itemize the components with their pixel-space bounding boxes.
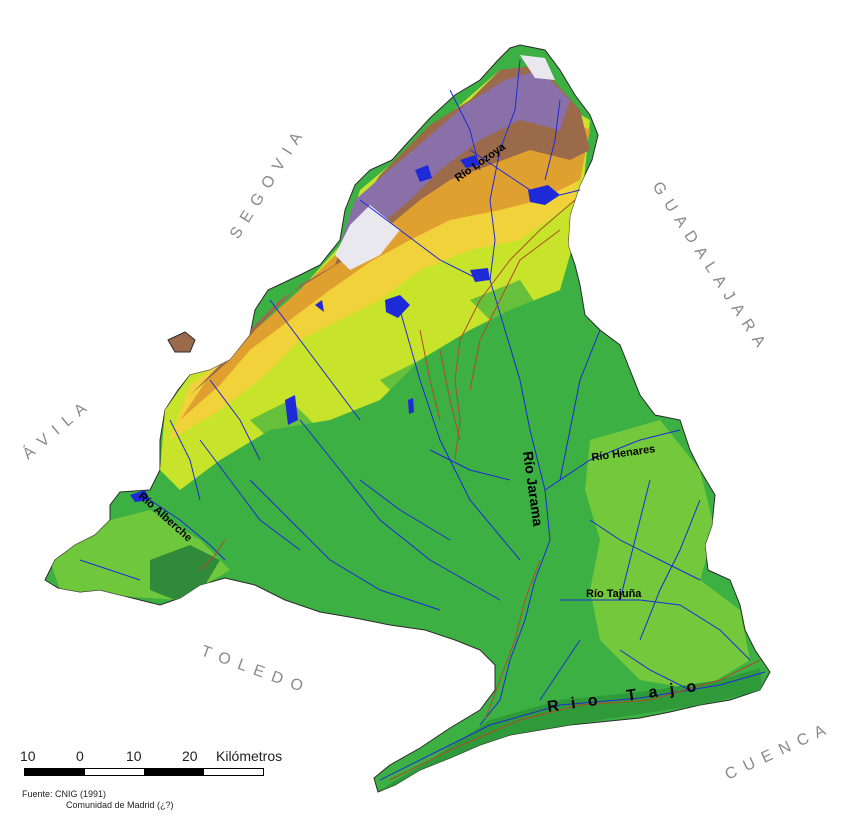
region-label-segovia: S E G O V I A [227, 128, 307, 242]
source-note: Fuente: CNIG (1991) Comunidad de Madrid … [22, 789, 174, 811]
river-label-tajuna: Río Tajuña [586, 588, 642, 600]
region-label-guadalajara: G U A D A L A J A R A [649, 179, 770, 352]
reservoirs [130, 155, 560, 502]
green-spots [250, 280, 540, 450]
source-line-1: Fuente: CNIG (1991) [22, 789, 107, 799]
summit-band [340, 70, 570, 245]
elevation-layers [44, 44, 771, 793]
region-label-cuenca: C U E N C A [723, 721, 831, 783]
region-label-avila: Á V I L A [18, 397, 91, 463]
scale-label-2: 10 [126, 748, 142, 764]
scale-label-1: 0 [76, 748, 84, 764]
high-mountain-band [190, 65, 590, 395]
outlier-island [167, 331, 196, 353]
scale-label-0: 10 [20, 748, 36, 764]
road-network [199, 199, 761, 781]
tajo-valley [380, 668, 762, 790]
scale-bar-legend: 10 0 10 20 Kilómetros [20, 748, 300, 808]
snow-peaks [335, 55, 555, 270]
scale-label-3: 20 [182, 748, 198, 764]
scale-bar [24, 768, 264, 776]
region-label-toledo: T O L E D O [199, 643, 307, 696]
mountain-band [180, 82, 590, 420]
scale-unit: Kilómetros [216, 748, 283, 764]
source-line-2: Comunidad de Madrid (¿?) [66, 800, 174, 810]
river-network [79, 59, 766, 781]
